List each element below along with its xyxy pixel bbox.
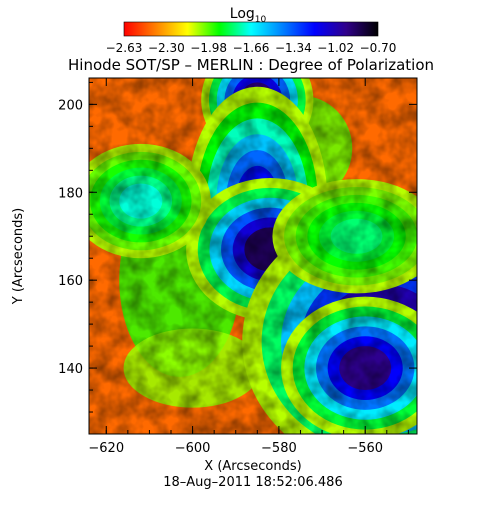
y-tick-label: 180 (58, 186, 83, 201)
y-axis: 140 160 180 200 (58, 81, 417, 413)
plot-frame (88, 77, 418, 435)
colorbar: Log10 −2.63 −2.30 −1.98 −1.66 −1.34 −1.02 −0.7… (106, 6, 397, 55)
colorbar-tick-label: −1.66 (233, 41, 270, 55)
x-tick-label: −580 (261, 441, 297, 456)
colorbar-tick-label: −2.30 (148, 41, 185, 55)
colorbar-tick-label: −2.63 (106, 41, 143, 55)
colorbar-tick-label: −1.02 (317, 41, 354, 55)
x-axis: −620 −600 −580 −560 (88, 78, 409, 456)
colorbar-ticks: −2.63 −2.30 −1.98 −1.66 −1.34 −1.02 −0.70 (106, 41, 397, 55)
timestamp: 18–Aug–2011 18:52:06.486 (163, 475, 342, 490)
y-tick-label: 140 (58, 362, 83, 377)
colorbar-tick-label: −0.70 (360, 41, 397, 55)
chart-title: Hinode SOT/SP – MERLIN : Degree of Polar… (68, 56, 434, 74)
colorbar-label: Log10 (230, 6, 267, 25)
y-tick-label: 200 (58, 98, 83, 113)
y-axis-label: Y (Arcseconds) (11, 208, 26, 305)
y-tick-label: 160 (58, 274, 83, 289)
colorbar-tick-label: −1.34 (275, 41, 312, 55)
x-axis-label: X (Arcseconds) (204, 459, 301, 474)
x-tick-label: −600 (175, 441, 211, 456)
heatmap-area (88, 77, 418, 435)
x-tick-label: −620 (88, 441, 124, 456)
colorbar-bar (123, 21, 379, 37)
colorbar-tick-label: −1.98 (190, 41, 227, 55)
heatmap-texture (89, 78, 417, 434)
x-tick-label: −560 (347, 441, 383, 456)
